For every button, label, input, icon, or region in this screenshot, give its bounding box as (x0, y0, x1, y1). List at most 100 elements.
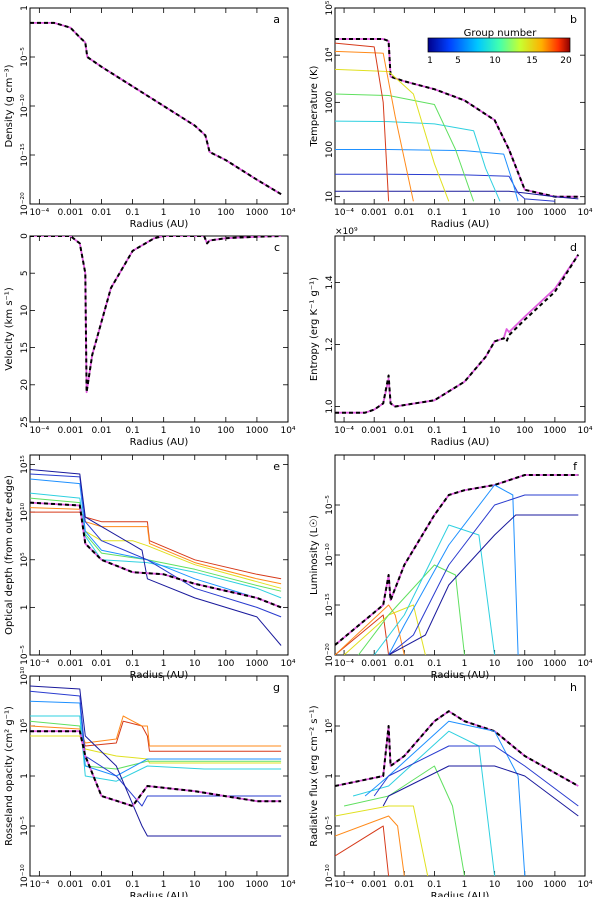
y-tick-label: 1 (20, 773, 30, 779)
colorbar-gradient (427, 37, 571, 53)
y-tick-label: 100 (325, 141, 335, 158)
panel-label: a (273, 13, 280, 26)
y-tick-label: 10⁵ (20, 552, 30, 567)
series-line-group-6 (335, 149, 519, 202)
x-tick-label: 0.001 (58, 208, 84, 218)
x-tick-label: 10⁴ (280, 880, 295, 890)
plot-frame (29, 454, 289, 656)
colorbar-tick: 1 (427, 56, 433, 66)
x-tick-label: 10 (189, 659, 201, 669)
y-tick-label: 10⁻¹⁵ (325, 593, 335, 617)
y-tick-label: 10⁻¹⁵ (20, 143, 30, 167)
panel-label: d (570, 241, 577, 254)
x-tick-label: 1000 (245, 659, 268, 669)
x-tick-label: 0.01 (394, 880, 414, 890)
series-line-group-6 (388, 484, 519, 655)
series-line-group-1 (388, 514, 579, 655)
panel-b: 10⁻⁴ 0.001 0.01 0.1 1 10 100 1000 10⁴ 10⁵ 10⁴ 1000 1… (309, 0, 593, 230)
x-tick-label: 0.01 (91, 880, 111, 890)
panel-g: 10⁻⁴ 0.001 0.01 0.1 1 10 100 1000 10⁴ 10¹⁰ 10⁵ 1 10⁻… (4, 666, 296, 897)
series-line-gray (30, 501, 282, 609)
x-tick-label: 1000 (543, 208, 566, 218)
x-tick-label: 0.1 (427, 659, 441, 669)
series-line-group-15 (335, 68, 450, 202)
x-tick-label: 10⁻⁴ (334, 208, 354, 218)
y-tick-label: 10¹⁰ (20, 502, 30, 521)
x-axis-label: Radius (AU) (431, 891, 490, 897)
series-line-group-9 (352, 730, 496, 876)
y-tick-label: 25 (20, 416, 30, 427)
x-tick-label: 100 (516, 426, 533, 436)
x-tick-label: 1 (161, 659, 167, 669)
x-axis-label: Radius (AU) (130, 891, 189, 897)
series-line-group-9 (335, 120, 501, 202)
x-tick-label: 10⁻⁴ (29, 208, 49, 218)
y-tick-label: 10⁵ (20, 718, 30, 733)
series-line-group-20 (335, 825, 390, 876)
series-line-group-18 (335, 604, 405, 655)
x-tick-label: 1 (161, 880, 167, 890)
x-tick-label: 100 (217, 659, 234, 669)
x-tick-label: 0.001 (361, 208, 387, 218)
x-axis-label: Radius (AU) (431, 219, 490, 230)
x-tick-label: 0.1 (427, 426, 441, 436)
y-tick-label: 1000 (325, 91, 335, 114)
x-tick-label: 10 (189, 426, 201, 436)
x-tick-label: 0.001 (58, 659, 84, 669)
x-tick-label: 1 (161, 426, 167, 436)
y-tick-label: 1.0 (325, 399, 335, 414)
x-tick-label: 10⁻⁴ (29, 659, 49, 669)
x-tick-label: 10 (189, 880, 201, 890)
y-axis-factor: ×10⁹ (335, 227, 358, 237)
plot-frame (334, 235, 586, 423)
series-group (30, 236, 282, 394)
y-tick-label: 10¹⁰ (20, 666, 30, 685)
colorbar-tick: 5 (455, 56, 461, 66)
x-axis-label: Radius (AU) (431, 437, 490, 448)
series-line-group-6 (364, 720, 526, 876)
plot-frame (29, 675, 289, 877)
y-tick-label: 10 (325, 191, 335, 203)
y-axis-label: Velocity (km s⁻¹) (4, 287, 15, 371)
x-tick-label: 10 (489, 659, 501, 669)
series-group (335, 254, 580, 414)
series-line-group-12 (30, 720, 282, 770)
series-line-group-1 (382, 765, 579, 817)
series-line-group-1 (30, 685, 282, 837)
series-line-multigroup (30, 501, 282, 609)
y-tick-label: 10⁻⁵ (325, 816, 335, 836)
series-group (30, 685, 282, 837)
x-tick-label: 1 (161, 208, 167, 218)
x-tick-label: 1000 (245, 208, 268, 218)
x-tick-label: 10 (489, 880, 501, 890)
series-line-multigroup (30, 21, 282, 196)
y-tick-label: 10⁻¹⁰ (20, 864, 30, 888)
x-tick-label: 1000 (543, 659, 566, 669)
x-tick-label: 10 (489, 426, 501, 436)
panel-label: b (570, 13, 577, 26)
y-axis-label: Density (g cm⁻³) (4, 64, 15, 147)
x-tick-label: 0.001 (361, 659, 387, 669)
colorbar-tick: 10 (489, 56, 501, 66)
series-line-gray (335, 474, 579, 646)
x-tick-label: 0.01 (91, 659, 111, 669)
series-line-group-9 (30, 715, 282, 782)
x-tick-label: 10⁴ (577, 208, 592, 218)
x-tick-label: 10⁴ (577, 880, 592, 890)
x-tick-label: 10⁴ (280, 659, 295, 669)
series-line-group-1 (335, 190, 579, 200)
x-tick-label: 10 (189, 208, 201, 218)
x-axis-label: Radius (AU) (130, 219, 189, 230)
colorbar-title: Group number (464, 28, 538, 39)
series-line-group-15 (335, 805, 429, 876)
x-tick-label: 0.001 (58, 880, 84, 890)
y-tick-label: 10⁵ (325, 718, 335, 733)
y-tick-label: 10⁻¹⁰ (20, 94, 30, 118)
series-line-group-6 (30, 700, 282, 777)
x-tick-label: 10⁴ (577, 659, 592, 669)
series-line-group-18 (335, 815, 405, 876)
panel-label: h (570, 681, 577, 694)
y-tick-label: 0 (20, 233, 30, 239)
y-axis-label: Entropy (erg K⁻¹ g⁻¹) (309, 277, 320, 381)
